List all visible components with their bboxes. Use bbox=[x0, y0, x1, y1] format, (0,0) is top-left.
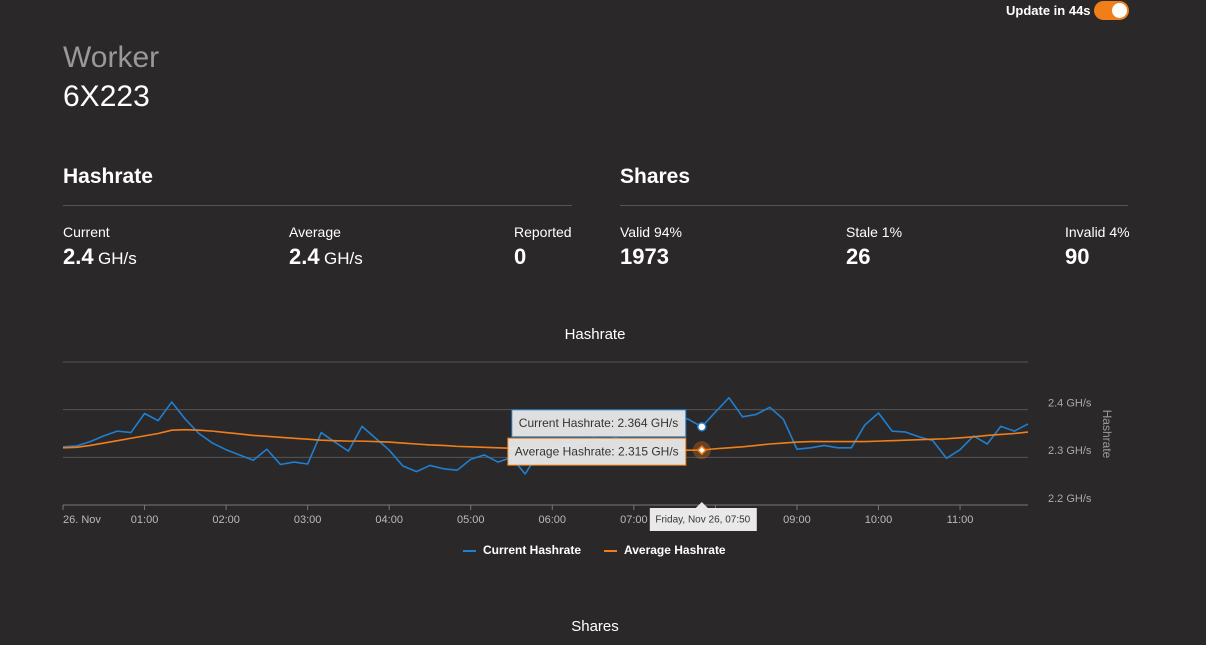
stat: Invalid 4% 90 bbox=[1065, 224, 1130, 270]
stat-unit: GH/s bbox=[324, 249, 363, 268]
x-tick-label: 11:00 bbox=[947, 514, 974, 526]
x-tick-label: 04:00 bbox=[375, 514, 403, 526]
x-tick-label: 05:00 bbox=[457, 514, 485, 526]
tooltip-box bbox=[511, 409, 687, 438]
stat-label: Invalid 4% bbox=[1065, 224, 1130, 240]
stat: Reported 0 bbox=[514, 224, 572, 270]
stat-value: 0 bbox=[514, 244, 527, 269]
stat-value: 2.4 bbox=[63, 244, 94, 269]
section-title: Hashrate bbox=[63, 165, 153, 188]
stat-label: Stale 1% bbox=[846, 224, 903, 240]
chart-title: Shares bbox=[571, 618, 619, 635]
divider bbox=[63, 205, 572, 206]
x-tick-label: 06:00 bbox=[539, 514, 567, 526]
stat-value: 26 bbox=[846, 244, 871, 269]
legend-label: Current Hashrate bbox=[483, 543, 581, 557]
tooltip-box bbox=[507, 437, 687, 466]
stat: Stale 1% 26 bbox=[846, 224, 902, 270]
stat-unit: GH/s bbox=[98, 249, 137, 268]
date-tooltip-text: Friday, Nov 26, 07:50 bbox=[655, 515, 750, 526]
x-tick-label: 09:00 bbox=[783, 514, 811, 526]
stat: Current 2.4 GH/s bbox=[63, 224, 137, 270]
chart-title: Hashrate bbox=[565, 326, 626, 343]
y-tick-label: 2.3 GH/s bbox=[1048, 445, 1092, 457]
divider bbox=[620, 205, 1128, 206]
stat-label: Reported bbox=[514, 224, 572, 240]
x-tick-label: 26. Nov bbox=[63, 514, 101, 526]
x-tick-label: 01:00 bbox=[131, 514, 159, 526]
section-title: Shares bbox=[620, 165, 691, 188]
stat-value: 90 bbox=[1065, 244, 1090, 269]
stat: Average 2.4 GH/s bbox=[289, 224, 363, 270]
x-tick-label: 02:00 bbox=[212, 514, 240, 526]
x-tick-label: 10:00 bbox=[865, 514, 893, 526]
auto-update-toggle[interactable] bbox=[1094, 1, 1129, 20]
x-tick-label: 03:00 bbox=[294, 514, 322, 526]
hover-marker bbox=[697, 422, 707, 432]
stat: Valid 94% 1973 bbox=[620, 224, 682, 270]
hover-marker bbox=[696, 445, 707, 456]
update-label: Update in 44s bbox=[1006, 3, 1091, 18]
y-axis-title: Hashrate bbox=[1100, 410, 1114, 459]
legend-label: Average Hashrate bbox=[624, 543, 726, 557]
page-title: 6X223 bbox=[63, 80, 150, 113]
y-tick-label: 2.2 GH/s bbox=[1048, 493, 1092, 505]
stat-label: Valid 94% bbox=[620, 224, 683, 240]
stat-label: Average bbox=[289, 224, 341, 240]
tooltip-text: Average Hashrate: 2.315 GH/s bbox=[515, 444, 679, 458]
page-kicker: Worker bbox=[63, 41, 160, 74]
stat-label: Current bbox=[63, 224, 110, 240]
date-tooltip bbox=[649, 502, 757, 531]
stat-value: 2.4 bbox=[289, 244, 320, 269]
y-tick-label: 2.4 GH/s bbox=[1048, 398, 1092, 410]
stat-value: 1973 bbox=[620, 244, 669, 269]
tooltip-text: Current Hashrate: 2.364 GH/s bbox=[519, 416, 678, 430]
x-tick-label: 07:00 bbox=[620, 514, 648, 526]
